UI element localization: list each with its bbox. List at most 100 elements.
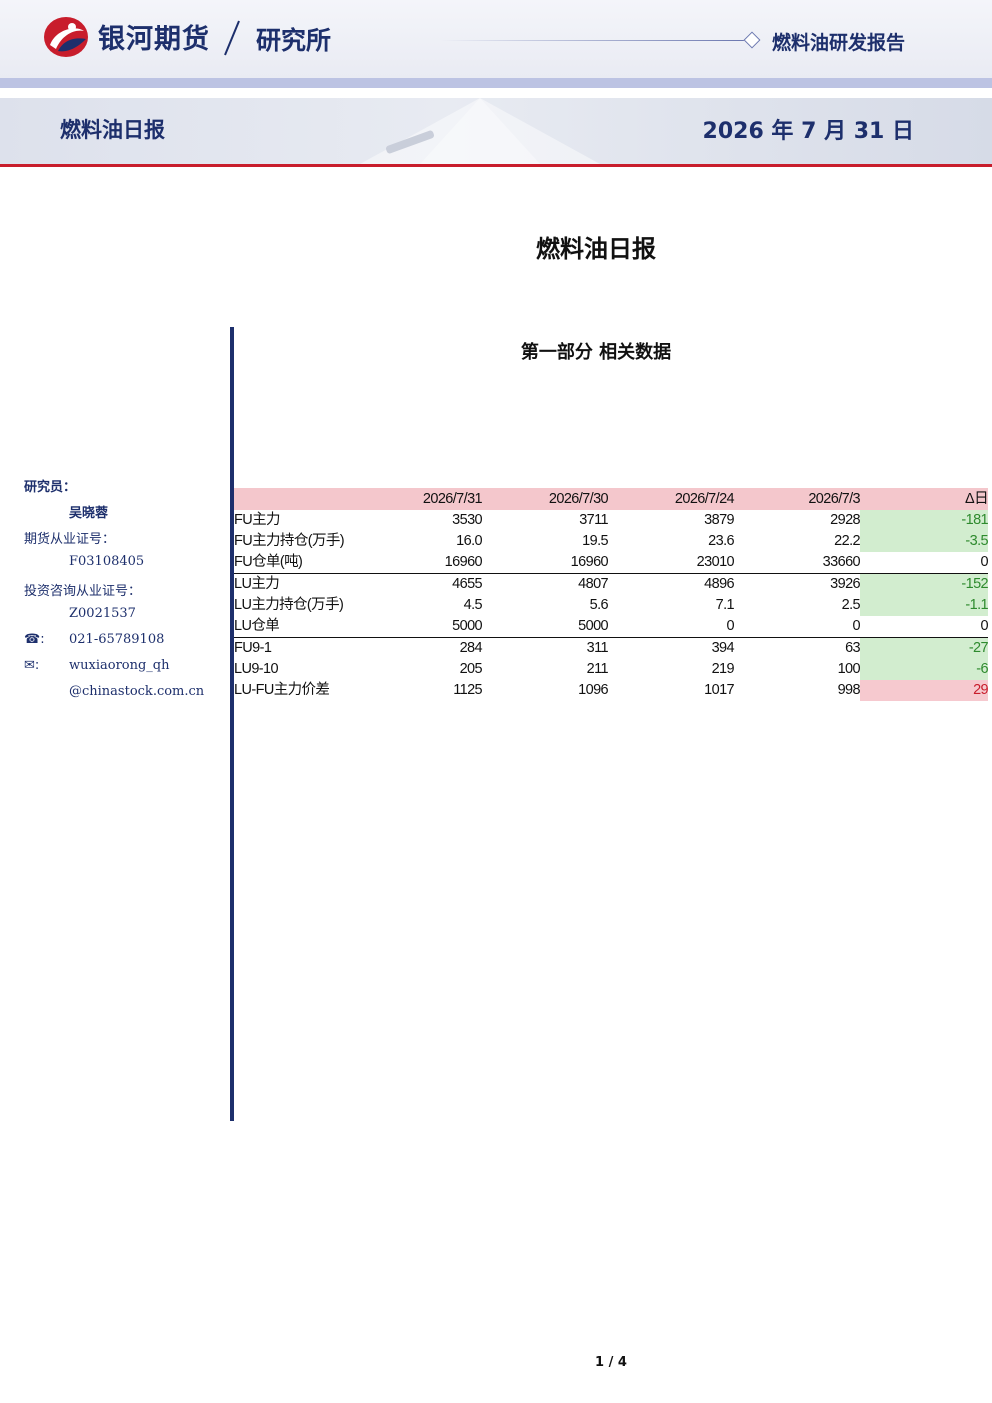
futures-cert-number: F03108405 [69,554,145,569]
table-cell: 998 [837,682,861,698]
table-cell: 0 [726,618,735,634]
table-row: FU9-1 284 311 394 63 -27 [234,637,989,659]
phone-icon: ☎: [24,632,45,647]
table-cell: 23.6 [708,533,734,549]
delta-cell: -1.1 [860,595,989,616]
brand-name: 银河期货 [98,24,210,55]
delta-cell: 0 [980,554,989,570]
table-body: FU主力 3530 3711 3879 2928 -181 FU主力持仓(万手) 16.0 19… [234,510,989,701]
table-cell: 3879 [704,512,734,528]
table-cell: 311 [482,637,609,659]
table-cell: 219 [711,661,735,677]
report-date: 2026 年 7 月 31 日 [702,119,914,144]
table-cell: 2928 [830,512,860,528]
table-header-cell: 2026/7/3 [734,488,861,510]
table-cell: 16960 [570,554,609,570]
delta-cell: -152 [860,573,989,595]
data-table: 2026/7/31 2026/7/30 2026/7/24 2026/7/3 Δ… [234,488,989,701]
table-cell: 205 [459,661,483,677]
table-row: LU-FU主力价差 1125 1096 1017 998 29 [234,680,989,701]
table-cell: 4807 [482,573,609,595]
table-cell: 284 [362,637,483,659]
table-header-cell: 2026/7/30 [482,488,609,510]
table-cell: 100 [837,661,861,677]
sidebar-divider [230,327,234,1121]
header-red-rule [0,164,992,167]
table-cell: 4655 [362,573,483,595]
table-row: LU主力持仓(万手) 4.5 5.6 7.1 2.5 -1.1 [234,595,989,616]
document-title: 燃料油日报 [536,235,656,263]
table-cell: 2.5 [841,597,861,613]
table-cell: 5000 [578,618,608,634]
table-cell: 3711 [579,512,608,528]
table-header-cell: 2026/7/31 [362,488,483,510]
table-row: FU仓单(吨) 16960 16960 23010 33660 0 [234,552,989,574]
header-rule [440,40,744,41]
table-row: FU主力持仓(万手) 16.0 19.5 23.6 22.2 -3.5 [234,531,989,552]
invest-cert-label: 投资咨询从业证号： [24,584,142,599]
table-cell: 1017 [704,682,734,698]
delta-cell: -181 [860,510,989,531]
row-label: LU仓单 [234,618,280,634]
table-header-cell [234,488,362,510]
table-cell: 7.1 [715,597,735,613]
row-label: LU-FU主力价差 [234,682,330,698]
invest-cert-number: Z0021537 [69,606,136,621]
row-label: FU主力 [234,512,281,528]
header-bar [0,0,992,78]
table-cell: 4896 [608,573,735,595]
table-cell: 16960 [444,554,483,570]
table-header-row: 2026/7/31 2026/7/30 2026/7/24 2026/7/3 Δ… [234,488,989,510]
report-type: 燃料油研发报告 [772,32,906,54]
row-label: LU主力持仓(万手) [234,597,344,613]
table-cell: 1096 [578,682,608,698]
table-cell: 63 [734,637,861,659]
band-title: 燃料油日报 [60,118,165,142]
table-row: FU主力 3530 3711 3879 2928 -181 [234,510,989,531]
table-row: LU仓单 5000 5000 0 0 0 [234,616,989,638]
table-cell: 16.0 [456,533,482,549]
table-cell: 0 [852,618,861,634]
row-label: FU仓单(吨) [234,554,303,570]
table-cell: 394 [608,637,735,659]
table-cell: 3530 [452,512,482,528]
department-name: 研究所 [256,26,332,55]
table-cell: 33660 [822,554,861,570]
researcher-label: 研究员： [24,480,77,495]
delta-cell: 29 [860,680,989,701]
delta-cell: -27 [860,637,989,659]
email-line-2: @chinastock.com.cn [69,684,205,699]
table-cell: 3926 [734,573,861,595]
table-cell: 5000 [452,618,482,634]
table-cell: 211 [586,661,609,677]
row-label: LU9-10 [234,661,279,677]
section-title: 第一部分 相关数据 [520,342,672,363]
table-row: LU主力 4655 4807 4896 3926 -152 [234,573,989,595]
galaxy-logo-icon [44,17,88,57]
table-cell: 19.5 [582,533,608,549]
brand-divider [224,20,240,56]
mail-icon: ✉: [24,658,40,673]
row-label: FU9-1 [234,637,362,659]
futures-cert-label: 期货从业证号： [24,532,116,547]
delta-cell: -6 [860,659,989,680]
page-number: 1 / 4 [595,1355,627,1370]
table-row: LU9-10 205 211 219 100 -6 [234,659,989,680]
table-header-cell: 2026/7/24 [608,488,735,510]
decorative-graphic [360,98,600,164]
delta-cell: -3.5 [860,531,989,552]
header-accent-band [0,78,992,88]
table-cell: 22.2 [834,533,860,549]
title-band [0,98,992,164]
delta-cell: 0 [980,618,989,634]
email-line-1: wuxiaorong_qh [69,658,170,673]
table-cell: 23010 [696,554,735,570]
table-header-cell: Δ日 [860,488,989,510]
table-cell: 1125 [453,682,482,698]
phone-number: 021-65789108 [69,632,165,647]
table-cell: 5.6 [589,597,609,613]
row-label: FU主力持仓(万手) [234,533,345,549]
table-cell: 4.5 [463,597,483,613]
researcher-name: 吴晓蓉 [69,506,109,521]
row-label: LU主力 [234,573,362,595]
